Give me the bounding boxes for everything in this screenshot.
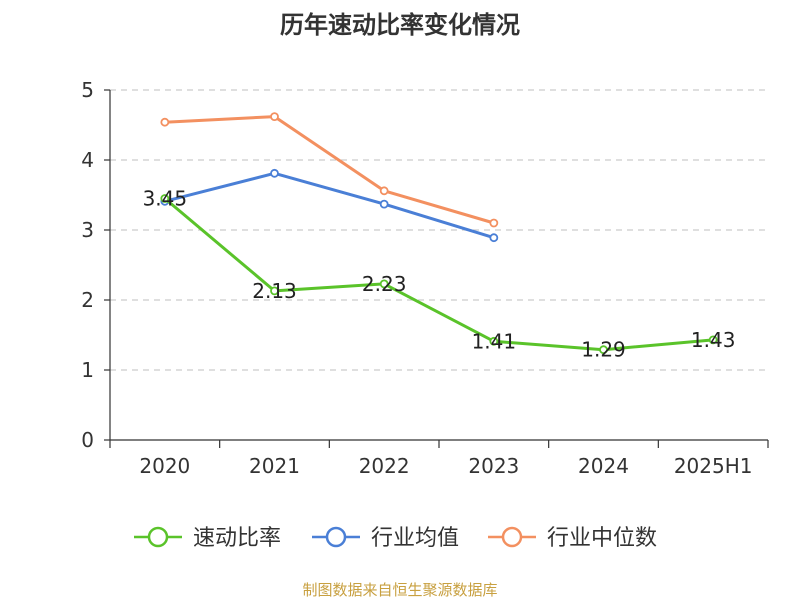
data-point <box>270 286 279 296</box>
data-point <box>708 335 718 345</box>
x-tick-label: 2025H1 <box>674 454 753 478</box>
series-line <box>164 171 495 240</box>
source-note: 制图数据来自恒生聚源数据库 <box>302 581 497 599</box>
y-tick-label: 4 <box>81 148 94 172</box>
data-point <box>270 168 279 178</box>
data-point <box>489 218 499 228</box>
x-tick-label: 2023 <box>468 454 519 478</box>
series-line <box>164 115 495 225</box>
data-point <box>379 186 389 196</box>
data-label: 1.41 <box>472 329 517 353</box>
chart-title: 历年速动比率变化情况 <box>280 11 520 39</box>
y-axis: 0 1 2 3 4 5 <box>81 78 111 452</box>
data-label: 2.23 <box>362 272 407 296</box>
legend-item[interactable]: 行业均值 <box>312 526 459 551</box>
x-tick-label: 2022 <box>359 454 410 478</box>
x-tick-label: 2021 <box>249 454 300 478</box>
legend-marker-icon <box>325 526 347 548</box>
legend-label: 行业均值 <box>371 526 459 551</box>
series-line <box>163 197 714 352</box>
data-label: 1.29 <box>581 338 626 362</box>
legend-label: 行业中位数 <box>547 526 657 551</box>
data-point <box>489 336 499 346</box>
legend[interactable]: 速动比率 行业均值 行业中位数 <box>134 526 657 551</box>
y-tick-label: 5 <box>81 78 94 102</box>
data-point <box>160 117 170 127</box>
gridlines <box>110 89 768 371</box>
y-tick-label: 2 <box>81 288 94 312</box>
legend-marker-icon <box>147 526 169 548</box>
data-label: 1.43 <box>691 328 736 352</box>
legend-item[interactable]: 速动比率 <box>134 526 281 551</box>
y-tick-label: 3 <box>81 218 94 242</box>
data-point <box>160 194 170 203</box>
legend-label: 速动比率 <box>193 526 281 551</box>
x-tick-label: 2024 <box>578 454 629 478</box>
x-tick-label: 2020 <box>139 454 190 478</box>
data-point <box>489 233 499 243</box>
y-tick-label: 1 <box>81 358 94 382</box>
x-axis: 2020 2021 2022 2023 2024 2025H1 <box>109 439 769 478</box>
data-point <box>379 279 389 289</box>
data-point <box>599 345 608 355</box>
y-tick-label: 0 <box>81 428 94 452</box>
data-label: 2.13 <box>252 279 297 303</box>
data-point <box>270 112 279 121</box>
data-point <box>379 199 389 209</box>
data-labels: 3.45 2.13 2.23 1.41 1.29 1.43 <box>143 187 736 362</box>
legend-marker-icon <box>501 526 523 548</box>
legend-item[interactable]: 行业中位数 <box>488 526 657 551</box>
data-label: 3.45 <box>143 187 188 211</box>
series-lines <box>160 112 718 355</box>
